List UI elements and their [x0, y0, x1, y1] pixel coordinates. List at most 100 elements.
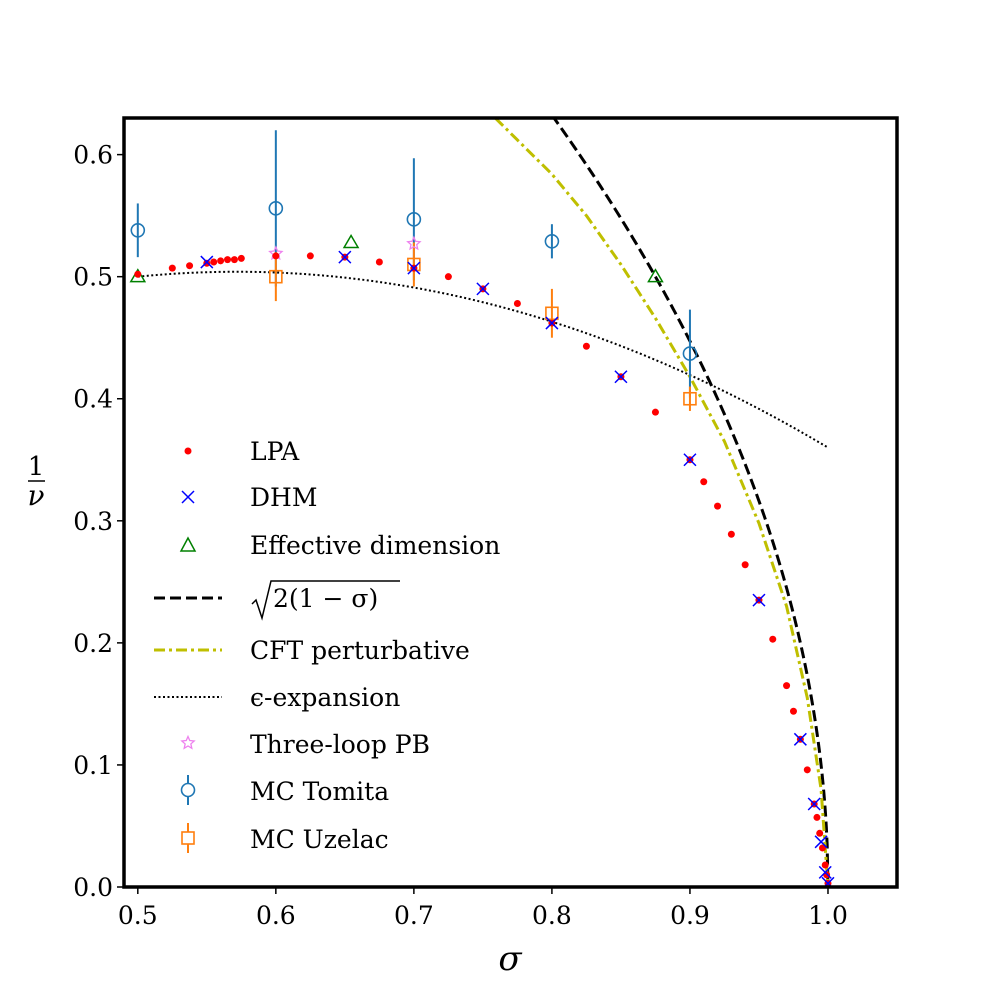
dhm-point	[407, 261, 421, 275]
legend-label-effective-dimension: Effective dimension	[250, 531, 500, 560]
y-tick-label: 0.1	[73, 751, 113, 780]
legend: LPA DHM Effective dimension 2(1 − σ) CFT…	[154, 437, 500, 854]
y-tick-label: 0.0	[73, 873, 113, 902]
mc-tomita-point	[544, 233, 560, 249]
legend-entry-lpa: LPA	[184, 437, 300, 466]
lpa-point	[823, 871, 831, 879]
mc-tomita-point	[682, 346, 698, 361]
dhm-point	[614, 370, 628, 384]
y-axis-title-numerator: 1	[28, 452, 45, 482]
mc-tomita-point	[268, 201, 284, 216]
effective-dimension-point	[342, 234, 360, 249]
lpa-point	[203, 259, 211, 267]
lpa-point	[803, 766, 811, 774]
legend-label-cft: CFT perturbative	[250, 636, 470, 665]
y-tick-label: 0.6	[73, 141, 113, 170]
lpa-point	[821, 861, 829, 869]
legend-entry-dhm: DHM	[181, 483, 317, 512]
lpa-point	[816, 829, 824, 837]
lpa-point	[168, 264, 176, 272]
y-axis-title-denominator: ν	[27, 479, 44, 512]
x-tick-label: 0.7	[394, 901, 434, 930]
lpa-point	[224, 256, 232, 264]
mc-uzelac-point	[683, 391, 697, 406]
lpa-point	[134, 270, 142, 278]
dhm-point	[200, 255, 214, 269]
lpa-point	[727, 530, 735, 538]
dhm-point	[752, 593, 766, 607]
legend-entry-three-loop: Three-loop PB	[180, 730, 430, 759]
lpa-point	[769, 635, 777, 643]
legend-entry-mc-uzelac: MC Uzelac	[181, 823, 389, 854]
legend-label-lpa: LPA	[250, 437, 300, 466]
legend-label-dhm: DHM	[250, 483, 317, 512]
mc-uzelac-point	[545, 306, 559, 321]
x-axis-title: σ	[498, 939, 522, 979]
lpa-point	[444, 273, 452, 281]
lpa-point	[813, 813, 821, 821]
legend-marker-three-loop	[180, 734, 196, 750]
sqrt-line	[552, 118, 830, 887]
legend-label-epsilon: ϵ-expansion	[250, 683, 400, 712]
dhm-point	[821, 876, 835, 887]
lpa-point	[513, 300, 521, 308]
x-tick-label: 0.9	[670, 901, 710, 930]
dhm-point	[683, 453, 697, 467]
x-tick-label: 0.6	[256, 901, 296, 930]
dhm-point	[818, 865, 832, 879]
lpa-point	[217, 257, 225, 265]
dhm-point	[545, 316, 559, 330]
mc-tomita-point	[130, 222, 146, 238]
legend-entry-sqrt: 2(1 − σ)	[154, 580, 400, 621]
lpa-point	[210, 258, 218, 266]
legend-marker-lpa	[184, 447, 192, 455]
lpa-point	[272, 252, 280, 260]
legend-marker-mc-tomita	[180, 782, 196, 798]
lpa-point	[741, 561, 749, 569]
lpa-point	[375, 258, 383, 266]
x-tick-label: 0.5	[118, 901, 158, 930]
legend-marker-dhm	[181, 490, 195, 504]
legend-label-mc-tomita: MC Tomita	[250, 777, 389, 806]
lpa-point	[237, 254, 245, 262]
lpa-point	[818, 844, 826, 852]
x-tick-label: 0.8	[532, 901, 572, 930]
legend-label-three-loop: Three-loop PB	[250, 730, 430, 759]
lpa-point	[306, 252, 314, 260]
legend-entry-epsilon: ϵ-expansion	[154, 683, 400, 712]
epsilon-expansion-line	[137, 270, 829, 449]
y-tick-label: 0.3	[73, 507, 113, 536]
lpa-point	[582, 342, 590, 350]
three-loop-pb-point	[406, 235, 422, 251]
plot-frame	[122, 116, 899, 889]
legend-label-mc-uzelac: MC Uzelac	[250, 825, 389, 854]
lpa-point	[789, 707, 797, 715]
y-tick-label: 0.4	[73, 385, 113, 414]
tick-layer: 0.5 0.6 0.7 0.8 0.9 1.0 0.0 0.1 0.2 0.3 0.4 0.5 0.6	[73, 141, 848, 930]
legend-marker-mc-uzelac	[181, 831, 195, 845]
dhm-point	[793, 732, 807, 746]
legend-marker-effective-dimension	[179, 536, 197, 552]
lpa-point	[714, 502, 722, 510]
lpa-point	[700, 478, 708, 486]
lpa-point	[651, 408, 659, 416]
legend-entry-cft: CFT perturbative	[154, 636, 470, 665]
dhm-point	[338, 250, 352, 264]
effective-dimension-point	[647, 268, 664, 283]
mc-tomita-point	[406, 212, 422, 227]
lpa-point	[230, 256, 238, 264]
y-axis-title: 1 ν	[27, 452, 45, 512]
series-layer	[129, 118, 835, 887]
y-tick-label: 0.5	[73, 263, 113, 292]
dhm-point	[807, 797, 821, 811]
effective-dimension-point	[129, 268, 147, 283]
y-tick-label: 0.2	[73, 629, 113, 658]
legend-entry-effective-dimension: Effective dimension	[179, 531, 500, 560]
dhm-point	[476, 282, 490, 296]
lpa-point	[783, 682, 791, 690]
legend-sqrt-sign	[251, 580, 400, 621]
dhm-point	[814, 835, 828, 849]
mc-uzelac-point	[269, 269, 283, 284]
